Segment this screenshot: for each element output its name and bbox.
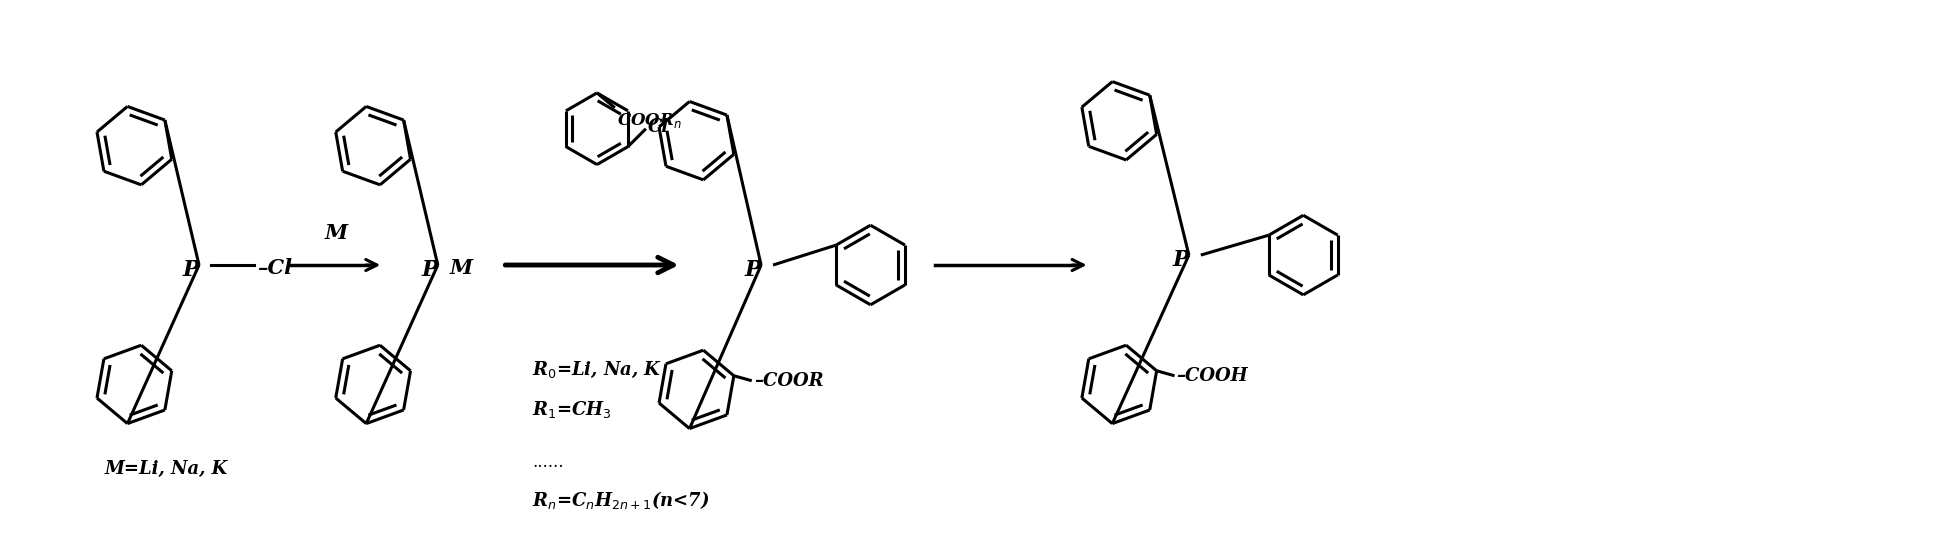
Text: –Cl: –Cl bbox=[257, 258, 292, 278]
Text: P: P bbox=[745, 259, 762, 281]
Text: P: P bbox=[421, 259, 439, 281]
Text: P: P bbox=[1172, 249, 1190, 271]
Text: M: M bbox=[450, 258, 472, 278]
Text: M=Li, Na, K: M=Li, Na, K bbox=[105, 460, 228, 478]
Text: M: M bbox=[324, 223, 347, 243]
Text: ......: ...... bbox=[532, 454, 564, 471]
Text: COOR$_n$: COOR$_n$ bbox=[616, 111, 682, 130]
Text: Cl: Cl bbox=[647, 118, 669, 136]
Text: P: P bbox=[183, 259, 199, 281]
Text: R$_0$=Li, Na, K: R$_0$=Li, Na, K bbox=[532, 360, 663, 380]
Text: R$_n$=C$_n$H$_{2n+1}$(n<7): R$_n$=C$_n$H$_{2n+1}$(n<7) bbox=[532, 489, 710, 511]
Text: –COOR: –COOR bbox=[755, 372, 823, 390]
Text: –COOH: –COOH bbox=[1176, 367, 1248, 385]
Text: R$_1$=CH$_3$: R$_1$=CH$_3$ bbox=[532, 400, 612, 420]
